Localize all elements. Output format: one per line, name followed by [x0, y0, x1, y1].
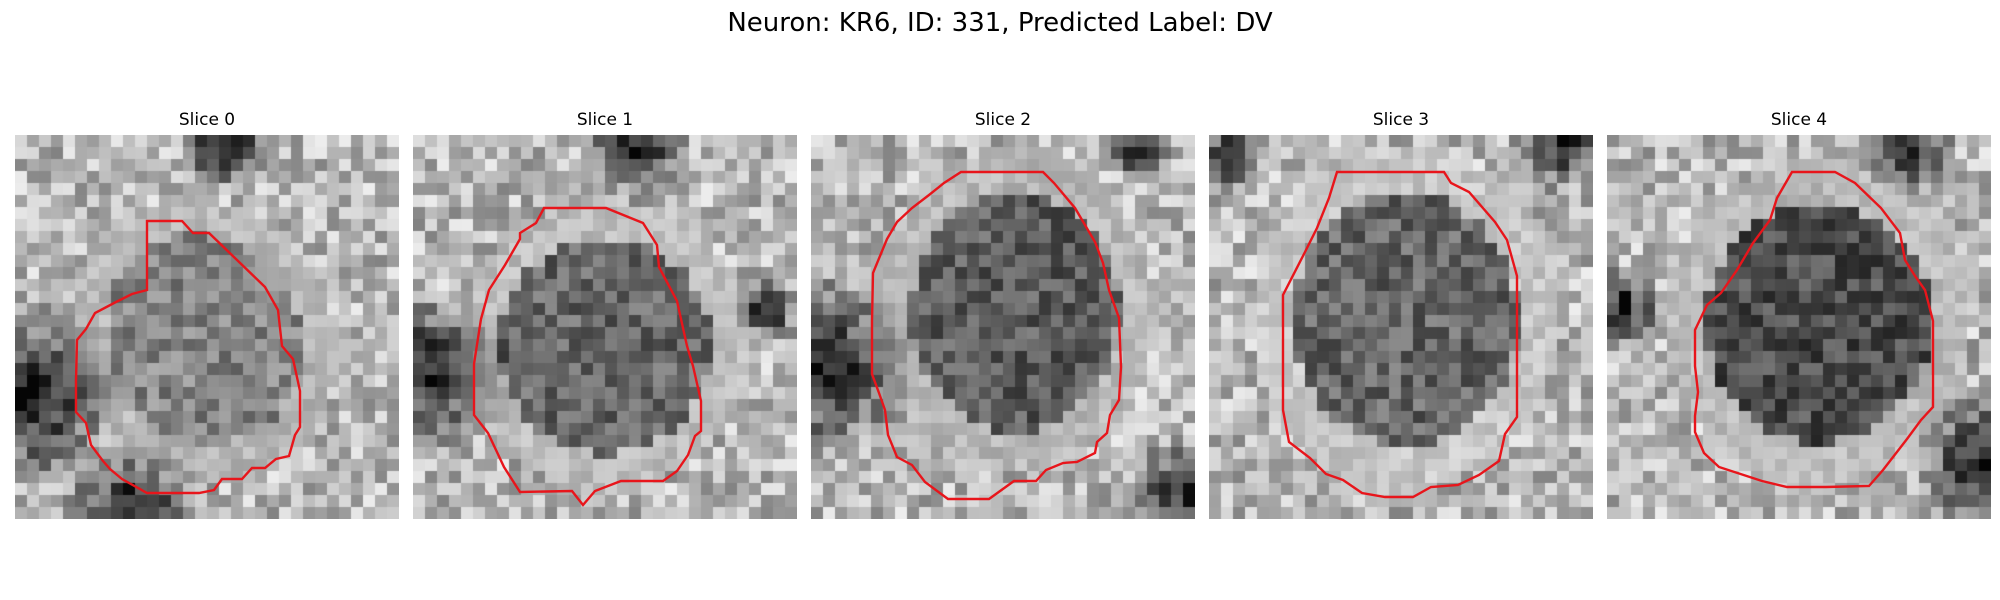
- figure-title: Neuron: KR6, ID: 331, Predicted Label: D…: [727, 8, 1273, 38]
- slice-panel-1: Slice 1: [413, 108, 797, 519]
- slice-panel-4: Slice 4: [1607, 108, 1991, 519]
- slice-image: [811, 135, 1195, 519]
- slice-image: [1209, 135, 1593, 519]
- slice-title: Slice 0: [178, 110, 236, 130]
- slice-image: [413, 135, 797, 519]
- slice-title: Slice 3: [1372, 110, 1430, 130]
- slice-image: [15, 135, 399, 519]
- slice-image: [1607, 135, 1991, 519]
- slice-title: Slice 4: [1770, 110, 1828, 130]
- slice-title: Slice 1: [576, 110, 634, 130]
- slice-panel-2: Slice 2: [811, 108, 1195, 519]
- slice-title: Slice 2: [974, 110, 1032, 130]
- slice-panel-3: Slice 3: [1209, 108, 1593, 519]
- slice-panel-0: Slice 0: [15, 108, 399, 519]
